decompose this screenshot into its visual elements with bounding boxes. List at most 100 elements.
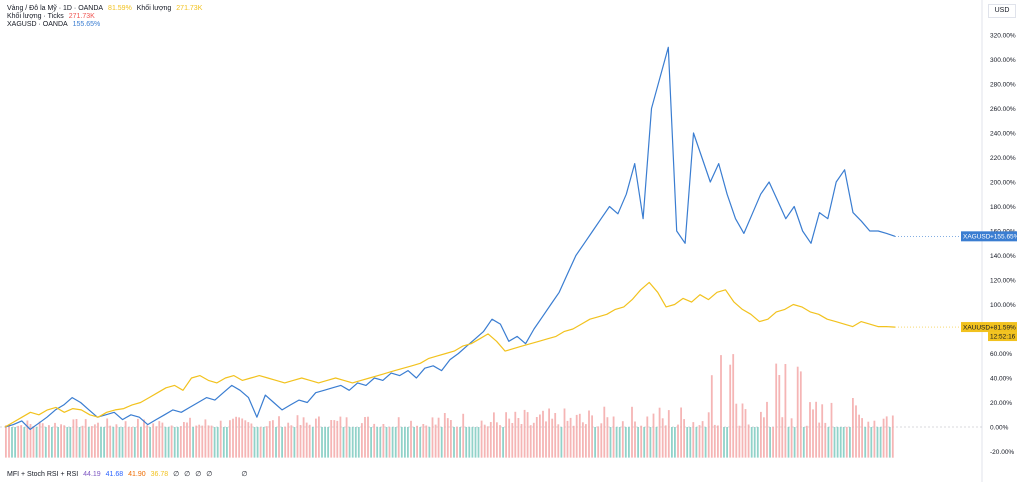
- compare-legend-row[interactable]: XAGUSD · OANDA 155.65%: [7, 21, 103, 29]
- indicator-bar: [327, 427, 329, 458]
- indicator-bar: [44, 427, 47, 458]
- indicator-bar: [634, 421, 636, 458]
- indicator-bar: [815, 401, 817, 458]
- indicator-bar: [591, 415, 593, 458]
- indicator-bar: [588, 410, 590, 458]
- indicator-bar: [796, 366, 799, 458]
- indicator-bar: [373, 423, 376, 458]
- indicator-bar: [57, 427, 59, 458]
- xagusd-line: [4, 46, 896, 430]
- indicator-bar: [97, 422, 99, 458]
- indicator-bar: [766, 401, 768, 458]
- indicator-bar: [440, 427, 443, 458]
- indicator-bar: [259, 426, 262, 458]
- indicator-legend[interactable]: MFI + Stoch RSI + RSI 44.19 41.68 41.90 …: [7, 470, 250, 478]
- indicator-bar: [394, 427, 397, 458]
- indicator-bar: [720, 355, 722, 458]
- indicator-bar: [87, 427, 90, 458]
- y-tick-label: 300.00%: [990, 57, 1016, 64]
- indicator-bar: [11, 427, 13, 458]
- indicator-bar: [738, 425, 741, 458]
- indicator-bar: [130, 427, 133, 458]
- indicator-bar: [489, 422, 492, 458]
- indicator-bar: [468, 427, 471, 458]
- indicator-bar: [701, 421, 704, 458]
- indicator-bar: [845, 426, 848, 458]
- indicator-bar: [799, 371, 802, 458]
- indicator-bar: [520, 424, 523, 458]
- indicator-bar: [888, 427, 891, 458]
- indicator-bar: [407, 427, 409, 458]
- indicator-bar: [713, 424, 716, 458]
- xau-price-tag-value: +81.59%: [990, 324, 1016, 331]
- indicator-bar: [385, 427, 388, 458]
- indicator-value: 41.68: [105, 471, 124, 478]
- indicator-bar: [578, 413, 581, 458]
- indicator-bar: [692, 422, 695, 458]
- indicator-bar: [517, 418, 520, 458]
- indicator-bar: [434, 424, 437, 458]
- indicator-bar: [772, 426, 774, 458]
- indicator-bar: [456, 426, 458, 458]
- indicator-bar: [858, 414, 860, 458]
- indicator-bar: [275, 427, 277, 458]
- indicator-bar: [471, 427, 474, 458]
- indicator-bar: [293, 427, 296, 458]
- indicator-bar: [296, 415, 299, 458]
- indicator-bar: [861, 418, 863, 458]
- indicator-bar: [253, 427, 256, 458]
- indicator-value: 36.78: [150, 471, 169, 478]
- indicator-bar: [698, 425, 701, 458]
- indicator-bar: [195, 425, 198, 458]
- indicator-bar: [201, 425, 204, 458]
- y-tick-label: 260.00%: [990, 106, 1016, 113]
- symbol-legend-row[interactable]: Vàng / Đô la Mỹ · 1D · OANDA 81.59% Khối…: [7, 5, 205, 13]
- indicator-bar: [891, 415, 894, 458]
- indicator-bar: [818, 422, 821, 458]
- currency-button[interactable]: USD: [988, 4, 1016, 18]
- xau-price-tag-symbol: XAUUSD: [963, 324, 990, 331]
- series-lines: [4, 46, 896, 430]
- indicator-bar: [496, 422, 498, 458]
- volume-value: 271.73K: [176, 5, 203, 12]
- xau-price-tag-countdown: 12:52:16: [990, 334, 1016, 341]
- indicator-bar: [477, 427, 480, 458]
- indicator-bar: [812, 409, 814, 458]
- indicator-bar: [176, 427, 179, 458]
- indicator-bar: [483, 424, 486, 458]
- indicator-bar: [161, 422, 164, 458]
- indicator-value: 41.90: [128, 471, 146, 478]
- indicator-bar: [864, 427, 867, 458]
- indicator-bar: [502, 427, 504, 458]
- indicator-bar: [882, 418, 885, 458]
- indicator-bar: [26, 420, 29, 458]
- price-tags: XAGUSD +155.65% XAUUSD +81.59% 12:52:16: [895, 231, 1020, 342]
- indicator-bar: [35, 427, 38, 458]
- volume-label: Khối lượng: [136, 5, 172, 12]
- indicator-bar: [664, 425, 667, 458]
- indicator-bar: [81, 425, 84, 458]
- indicator-bar: [124, 421, 127, 458]
- indicator-bar: [23, 427, 26, 458]
- compare-symbol: XAGUSD · OANDA: [7, 21, 68, 28]
- indicator-bar: [17, 425, 20, 458]
- indicator-bar: [646, 416, 649, 458]
- indicator-bar: [167, 427, 170, 458]
- indicator-bar: [597, 426, 600, 458]
- indicator-bar: [707, 412, 710, 458]
- indicator-bar: [183, 422, 185, 458]
- indicator-bar: [84, 419, 87, 458]
- indicator-bar: [164, 427, 167, 458]
- indicator-bar: [140, 427, 142, 458]
- indicator-bar: [14, 427, 16, 458]
- indicator-bar: [606, 417, 609, 458]
- indicator-bar: [671, 427, 673, 458]
- indicator-bar: [686, 427, 689, 458]
- indicator-bar: [100, 427, 102, 458]
- indicator-bar: [90, 426, 93, 458]
- volume-legend-row[interactable]: Khối lượng · Ticks 271.73K: [7, 13, 98, 21]
- indicator-bar: [548, 408, 550, 458]
- indicator-bar: [146, 425, 148, 458]
